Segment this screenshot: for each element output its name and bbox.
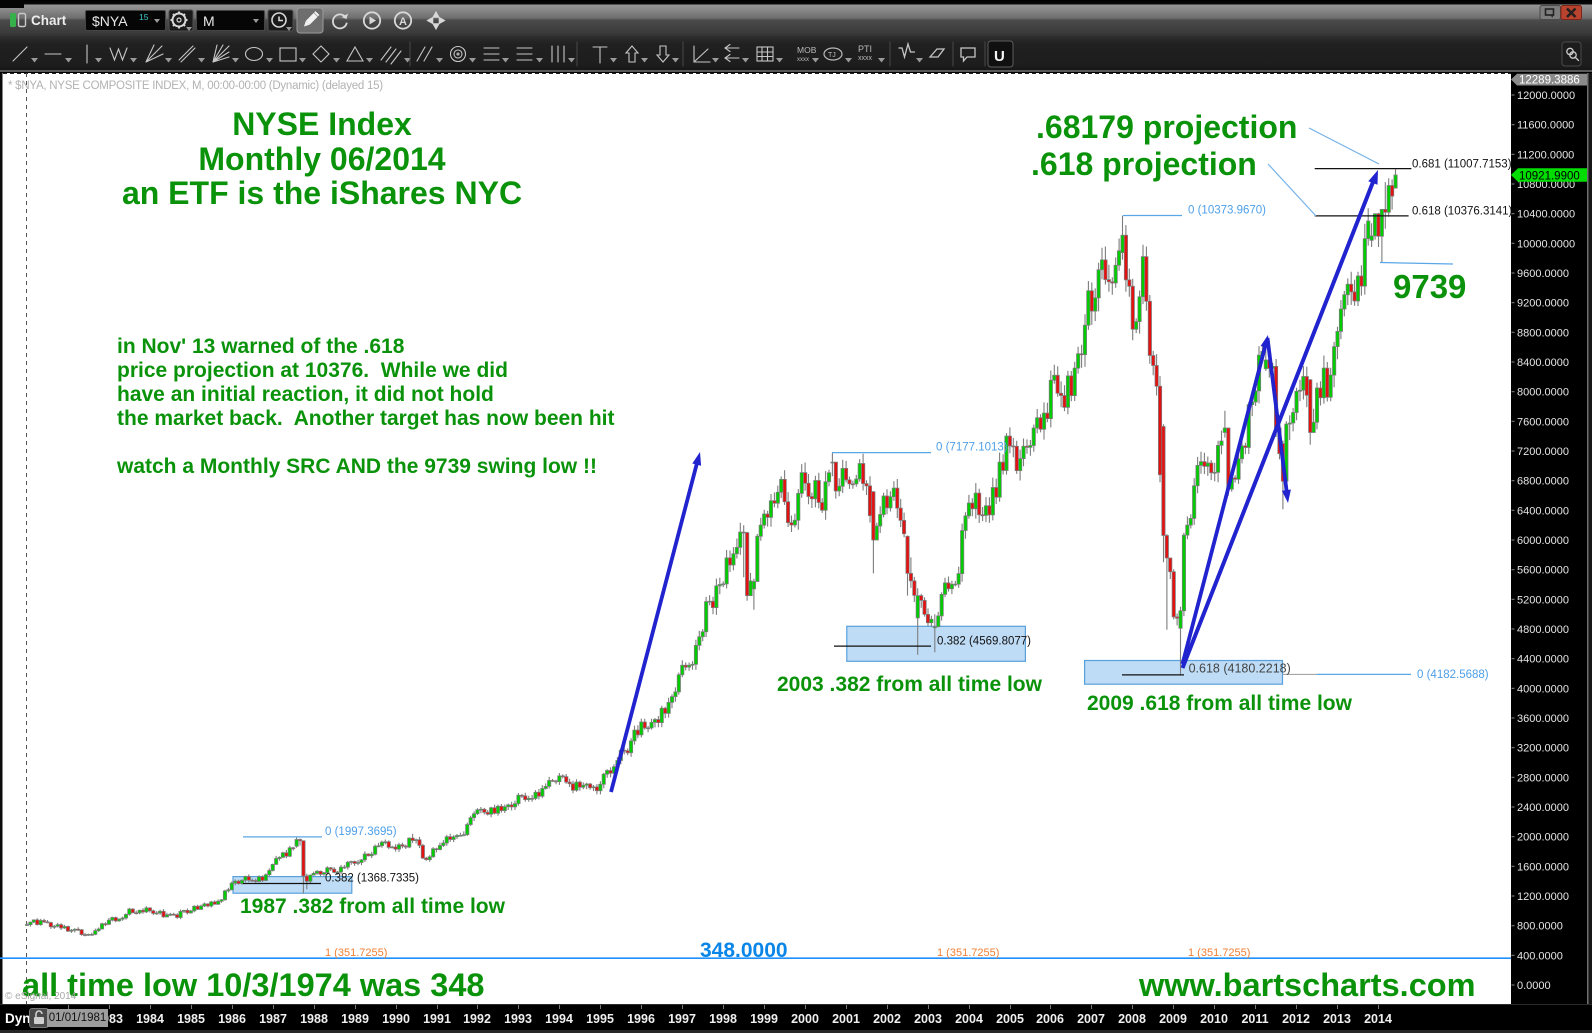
svg-text:800.0000: 800.0000 [1517,921,1563,933]
svg-text:7600.0000: 7600.0000 [1517,416,1569,428]
svg-text:0.382 (4569.8077): 0.382 (4569.8077) [937,636,1031,648]
svg-text:the market back. Another targ: the market back. Another target has now … [117,407,615,430]
svg-text:www.bartscharts.com: www.bartscharts.com [1138,967,1476,1003]
svg-text:4000.0000: 4000.0000 [1517,683,1569,695]
svg-text:9200.0000: 9200.0000 [1517,298,1569,310]
svg-text:6400.0000: 6400.0000 [1517,505,1569,517]
svg-text:6000.0000: 6000.0000 [1517,535,1569,547]
svg-text:an ETF is the iShares NYC: an ETF is the iShares NYC [122,175,522,211]
svg-text:MOB: MOB [797,45,817,55]
svg-text:5600.0000: 5600.0000 [1517,565,1569,577]
svg-text:PTI: PTI [858,44,872,54]
svg-text:11200.0000: 11200.0000 [1517,149,1574,161]
svg-text:watch a Monthly SRC AND the 97: watch a Monthly SRC AND the 9739 swing l… [116,455,597,478]
svg-text:all time low 10/3/1974 was 348: all time low 10/3/1974 was 348 [22,967,485,1003]
svg-text:7200.0000: 7200.0000 [1517,446,1569,458]
svg-text:0.0000: 0.0000 [1517,980,1551,992]
svg-text:2800.0000: 2800.0000 [1517,772,1569,784]
svg-text:1200.0000: 1200.0000 [1517,891,1569,903]
svg-text:6800.0000: 6800.0000 [1517,476,1569,488]
svg-text:10000.0000: 10000.0000 [1517,238,1575,250]
svg-text:2003 .382 from all time low: 2003 .382 from all time low [777,673,1043,696]
svg-text:4400.0000: 4400.0000 [1517,654,1569,666]
svg-text:0 (7177.1013): 0 (7177.1013) [936,442,1008,454]
svg-text:1 (351.7255): 1 (351.7255) [937,947,999,959]
svg-text:Chart: Chart [31,13,67,28]
svg-text:348.0000: 348.0000 [700,939,788,962]
svg-text:in Nov' 13 warned of the .618: in Nov' 13 warned of the .618 [117,335,405,358]
svg-text:12289.3886: 12289.3886 [1519,74,1580,86]
svg-text:10400.0000: 10400.0000 [1517,209,1575,221]
svg-text:0 (4182.5688): 0 (4182.5688) [1417,669,1489,681]
svg-text:3200.0000: 3200.0000 [1517,743,1569,755]
svg-text:1 (351.7255): 1 (351.7255) [1188,947,1250,959]
svg-text:0.382 (1368.7335): 0.382 (1368.7335) [325,873,419,885]
svg-text:2000.0000: 2000.0000 [1517,832,1569,844]
svg-text:0 (1997.3695): 0 (1997.3695) [325,826,397,838]
svg-text:12000.0000: 12000.0000 [1517,90,1575,102]
svg-text:price projection at 10376. Wh: price projection at 10376. While we did [117,359,508,382]
svg-text:9600.0000: 9600.0000 [1517,268,1569,280]
svg-text:Monthly 06/2014: Monthly 06/2014 [198,141,445,177]
svg-text:8000.0000: 8000.0000 [1517,387,1569,399]
svg-text:TJ: TJ [828,52,836,59]
svg-text:1600.0000: 1600.0000 [1517,861,1569,873]
svg-text:11600.0000: 11600.0000 [1517,120,1574,132]
svg-text:.618 projection: .618 projection [1031,146,1257,182]
svg-text:NYSE Index: NYSE Index [232,106,412,142]
svg-text:10921.9900: 10921.9900 [1519,171,1580,183]
svg-text:xxxx: xxxx [797,57,809,63]
svg-text:8400.0000: 8400.0000 [1517,357,1569,369]
svg-text:0 (10373.9670): 0 (10373.9670) [1188,205,1266,217]
svg-text:2400.0000: 2400.0000 [1517,802,1569,814]
svg-text:0.618 (10376.3141): 0.618 (10376.3141) [1412,206,1513,218]
svg-text:4800.0000: 4800.0000 [1517,624,1569,636]
svg-text:1 (351.7255): 1 (351.7255) [325,947,387,959]
svg-text:400.0000: 400.0000 [1517,950,1563,962]
svg-text:have an initial reaction, it d: have an initial reaction, it did not hol… [117,383,494,406]
svg-text:3600.0000: 3600.0000 [1517,713,1569,725]
svg-text:10800.0000: 10800.0000 [1517,179,1575,191]
svg-text:.68179 projection: .68179 projection [1036,109,1297,145]
svg-text:U: U [994,48,1005,65]
svg-text:0.618 (4180.2218): 0.618 (4180.2218) [1189,662,1291,676]
svg-text:1987 .382 from all time low: 1987 .382 from all time low [240,895,506,918]
svg-text:xxxx: xxxx [858,55,873,62]
svg-text:5200.0000: 5200.0000 [1517,594,1569,606]
svg-text:0.681 (11007.7153): 0.681 (11007.7153) [1412,159,1512,171]
svg-text:9739: 9739 [1393,268,1466,305]
svg-text:© eSignal, 2014: © eSignal, 2014 [5,991,77,1002]
svg-text:A: A [399,16,407,28]
svg-text:2009 .618 from all time low: 2009 .618 from all time low [1087,692,1353,715]
svg-text:8800.0000: 8800.0000 [1517,327,1569,339]
svg-text:* $NYA, NYSE COMPOSITE INDEX,: * $NYA, NYSE COMPOSITE INDEX, M, 00:00-0… [8,80,383,92]
